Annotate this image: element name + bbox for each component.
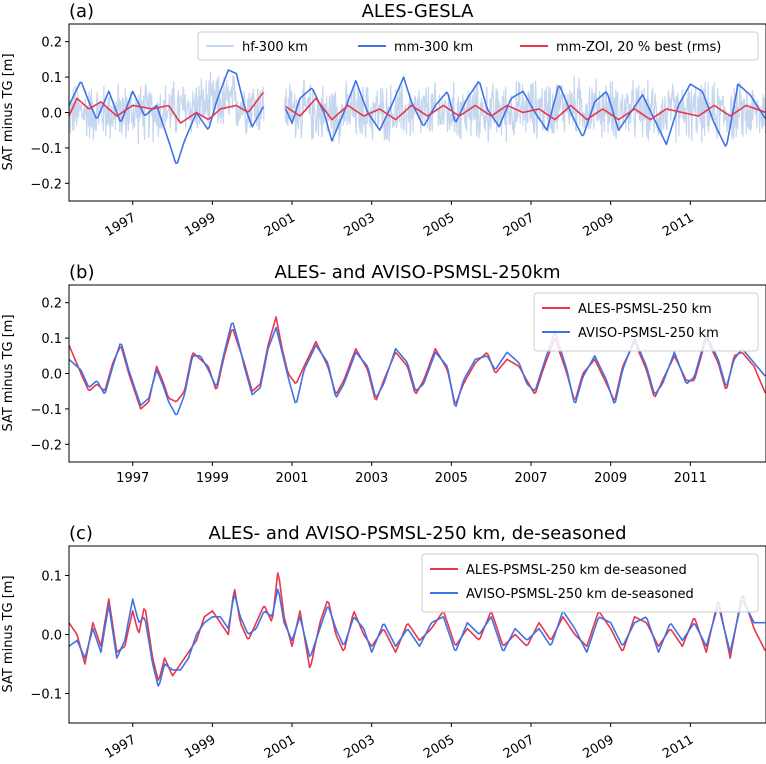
panel-label: (a)	[69, 1, 94, 22]
legend-entry: AVISO-PSMSL-250 km	[578, 326, 719, 341]
x-tick-label: 1999	[196, 471, 229, 486]
x-tick-label: 2003	[355, 471, 388, 486]
series-ales-psmsl-250-km-de-seasoned-line	[69, 572, 766, 681]
series-mm-zoi-20-best-rms-line	[285, 97, 766, 121]
x-tick-label: 2001	[275, 471, 308, 486]
legend-entry: mm-ZOI, 20 % best (rms)	[556, 40, 721, 55]
y-tick-label: −0.1	[30, 403, 62, 418]
y-tick-label: −0.2	[30, 438, 62, 453]
x-tick-label: 2003	[342, 210, 378, 240]
y-axis-label: SAT minus TG [m]	[1, 53, 16, 170]
series-aviso-psmsl-250-km-line	[69, 322, 766, 416]
x-tick-label: 2007	[514, 471, 547, 486]
legend-entry: AVISO-PSMSL-250 km de-seasoned	[466, 587, 694, 602]
x-tick-label: 2005	[421, 732, 457, 762]
x-tick-label: 2011	[660, 732, 696, 762]
x-tick-label: 2005	[421, 210, 457, 240]
x-tick-label: 1997	[103, 210, 139, 240]
legend-entry: hf-300 km	[242, 40, 308, 55]
x-tick-label: 2009	[581, 732, 617, 762]
chart-title: ALES- and AVISO-PSMSL-250 km, de-seasone…	[208, 523, 626, 544]
legend-box	[533, 292, 759, 352]
series-mm-300-km-line	[284, 76, 766, 147]
y-tick-label: 0.0	[41, 629, 62, 644]
y-axis-label: SAT minus TG [m]	[1, 575, 16, 692]
legend-entry: ALES-PSMSL-250 km de-seasoned	[466, 563, 687, 578]
legend: ALES-PSMSL-250 km AVISO-PSMSL-250 km	[533, 292, 759, 352]
y-tick-label: −0.2	[30, 177, 62, 192]
chart-title: ALES-GESLA	[362, 1, 474, 22]
x-tick-label: 1997	[103, 732, 139, 762]
x-tick-label: 1997	[116, 471, 149, 486]
panel-b: −0.2 −0.1 0.0 0.1 0.2 1997 1999 2001 2003 2005 200…	[1, 262, 766, 486]
series-aviso-psmsl-250-km-de-seasoned-line	[69, 588, 766, 687]
y-tick-label: −0.1	[30, 142, 62, 157]
panel-a: −0.2 −0.1 0.0 0.1 0.2 1997 1999 2001 2003 2005 200…	[1, 1, 766, 240]
panel-label: (c)	[69, 523, 93, 544]
x-tick-label: 2009	[581, 210, 617, 240]
series-mm-zoi-20-best-rms-line	[69, 91, 265, 124]
x-tick-label: 1999	[182, 732, 218, 762]
y-tick-label: 0.1	[41, 570, 62, 585]
panel-label: (b)	[69, 262, 94, 283]
y-tick-label: 0.1	[41, 71, 62, 86]
y-tick-label: 0.1	[41, 332, 62, 347]
plot-area	[69, 316, 766, 416]
x-tick-label: 2005	[435, 471, 468, 486]
legend-box	[421, 553, 759, 613]
legend: hf-300 km mm-300 km mm-ZOI, 20 % best (rms…	[197, 31, 759, 61]
legend-entry: ALES-PSMSL-250 km	[578, 302, 712, 317]
legend-box	[197, 31, 759, 61]
plot-area	[69, 69, 766, 164]
y-tick-label: 0.2	[41, 36, 62, 51]
panel-c: −0.1 0.0 0.1 1997 1999 2001 2003 2005 2007 2009 20…	[1, 523, 766, 762]
x-tick-label: 2011	[674, 471, 707, 486]
plot-area	[69, 572, 766, 687]
x-tick-label: 1999	[182, 210, 218, 240]
y-tick-label: 0.0	[41, 368, 62, 383]
series-ales-psmsl-250-km-line	[69, 316, 766, 410]
legend-entry: mm-300 km	[394, 40, 473, 55]
y-axis-label: SAT minus TG [m]	[1, 314, 16, 431]
legend: ALES-PSMSL-250 km de-seasoned AVISO-PSMSL…	[421, 553, 759, 613]
x-tick-label: 2007	[501, 210, 537, 240]
x-tick-label: 2001	[262, 210, 298, 240]
x-tick-label: 2011	[660, 210, 696, 240]
x-tick-label: 2009	[594, 471, 627, 486]
chart-title: ALES- and AVISO-PSMSL-250km	[274, 262, 560, 283]
series-hf-300-km-line	[69, 71, 265, 145]
y-tick-label: −0.1	[30, 688, 62, 703]
y-tick-label: 0.2	[41, 297, 62, 312]
series-hf-300-km-line	[284, 75, 766, 144]
y-tick-label: 0.0	[41, 107, 62, 122]
x-tick-label: 2003	[342, 732, 378, 762]
x-tick-label: 2001	[262, 732, 298, 762]
series-mm-300-km-line	[69, 69, 265, 164]
x-tick-label: 2007	[501, 732, 537, 762]
